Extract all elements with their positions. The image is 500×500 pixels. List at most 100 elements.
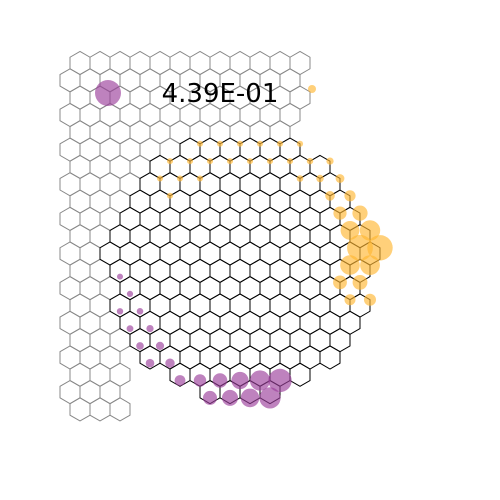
orange-marker — [177, 175, 183, 182]
orange-marker — [167, 158, 173, 165]
inactive-hex-cell — [129, 50, 151, 76]
purple-marker — [95, 80, 121, 106]
purple-marker — [155, 341, 165, 350]
inactive-hex-cell — [109, 50, 131, 76]
value-label: 4.39E-01 — [162, 79, 279, 109]
orange-marker — [352, 205, 368, 221]
inactive-hex-cell — [129, 85, 151, 110]
inactive-hex-cell — [269, 50, 291, 76]
orange-marker — [308, 85, 316, 93]
purple-marker — [193, 374, 207, 387]
inactive-hex-cell — [59, 379, 81, 405]
orange-marker — [277, 140, 283, 147]
purple-marker — [259, 387, 281, 409]
active-hex-cell — [259, 345, 281, 370]
inactive-hex-cell — [249, 50, 271, 76]
orange-marker — [325, 191, 335, 201]
inactive-hex-cell — [69, 85, 91, 110]
inactive-hex-cell — [139, 68, 161, 93]
purple-marker — [165, 358, 175, 368]
purple-marker — [136, 308, 144, 315]
orange-marker — [227, 158, 233, 165]
active-hex-cell — [329, 328, 351, 353]
active-hex-cell — [289, 362, 311, 387]
purple-marker — [126, 325, 134, 332]
orange-marker — [347, 234, 373, 261]
inactive-hex-cell — [109, 362, 131, 387]
inactive-hex-cell — [69, 328, 91, 353]
inactive-hex-cell — [79, 345, 101, 370]
orange-marker — [237, 140, 243, 147]
orange-marker — [359, 220, 381, 241]
active-hex-cell — [219, 345, 241, 370]
inactive-hex-cell — [89, 328, 111, 353]
purple-marker — [145, 358, 155, 368]
inactive-hex-cell — [99, 345, 121, 370]
active-hex-cell — [309, 328, 331, 353]
active-hex-cell — [169, 328, 191, 353]
inactive-hex-cell — [69, 362, 91, 387]
orange-marker — [267, 158, 273, 165]
active-hex-cell — [229, 328, 251, 353]
active-hex-cell — [239, 345, 261, 370]
inactive-hex-cell — [69, 397, 91, 422]
inactive-hex-cell — [289, 85, 311, 110]
purple-marker — [116, 308, 124, 315]
orange-marker — [197, 140, 203, 147]
orange-marker — [360, 255, 380, 275]
active-hex-cell — [189, 328, 211, 353]
active-hex-cell — [249, 328, 271, 353]
purple-marker — [136, 342, 144, 350]
purple-marker — [212, 373, 228, 388]
inactive-hex-cell — [229, 50, 251, 76]
orange-marker — [167, 192, 173, 199]
purple-marker — [231, 371, 249, 390]
orange-marker — [296, 140, 304, 147]
orange-marker — [333, 206, 347, 220]
orange-marker — [335, 174, 345, 183]
active-hex-cell — [209, 328, 231, 353]
purple-marker — [240, 388, 260, 408]
purple-marker — [268, 368, 292, 393]
inactive-hex-cell — [169, 50, 191, 76]
inactive-hex-cell — [89, 397, 111, 422]
orange-marker — [352, 275, 368, 290]
orange-marker — [217, 140, 223, 147]
inactive-hex-cell — [189, 50, 211, 76]
orange-marker — [257, 140, 263, 147]
orange-marker — [333, 275, 347, 290]
active-hex-cell — [319, 345, 341, 370]
orange-marker — [207, 158, 213, 165]
active-hex-cell — [179, 345, 201, 370]
orange-marker — [367, 235, 393, 261]
inactive-hex-cell — [89, 362, 111, 387]
active-hex-cell — [289, 328, 311, 353]
orange-marker — [296, 175, 304, 182]
orange-marker — [364, 293, 376, 306]
active-hex-cell — [279, 345, 301, 370]
orange-marker — [287, 158, 293, 165]
inactive-hex-cell — [209, 50, 231, 76]
inactive-hex-cell — [59, 68, 81, 93]
active-hex-cell — [269, 328, 291, 353]
purple-marker — [146, 325, 154, 333]
orange-marker — [316, 174, 324, 183]
inactive-hex-cell — [149, 50, 171, 76]
orange-marker — [344, 294, 356, 306]
marker-layer — [95, 80, 393, 409]
inactive-hex-cell — [59, 345, 81, 370]
purple-marker — [222, 389, 238, 406]
purple-marker — [117, 273, 123, 280]
inactive-hex-cell — [279, 68, 301, 93]
orange-marker — [306, 157, 314, 165]
inactive-hex-cell — [69, 50, 91, 76]
inactive-hex-cell — [89, 50, 111, 76]
active-hex-cell — [199, 345, 221, 370]
purple-marker — [249, 370, 271, 391]
orange-marker — [157, 175, 163, 182]
orange-marker — [340, 255, 360, 275]
active-hex-cell — [299, 345, 321, 370]
orange-marker — [344, 190, 356, 202]
orange-marker — [187, 158, 193, 165]
